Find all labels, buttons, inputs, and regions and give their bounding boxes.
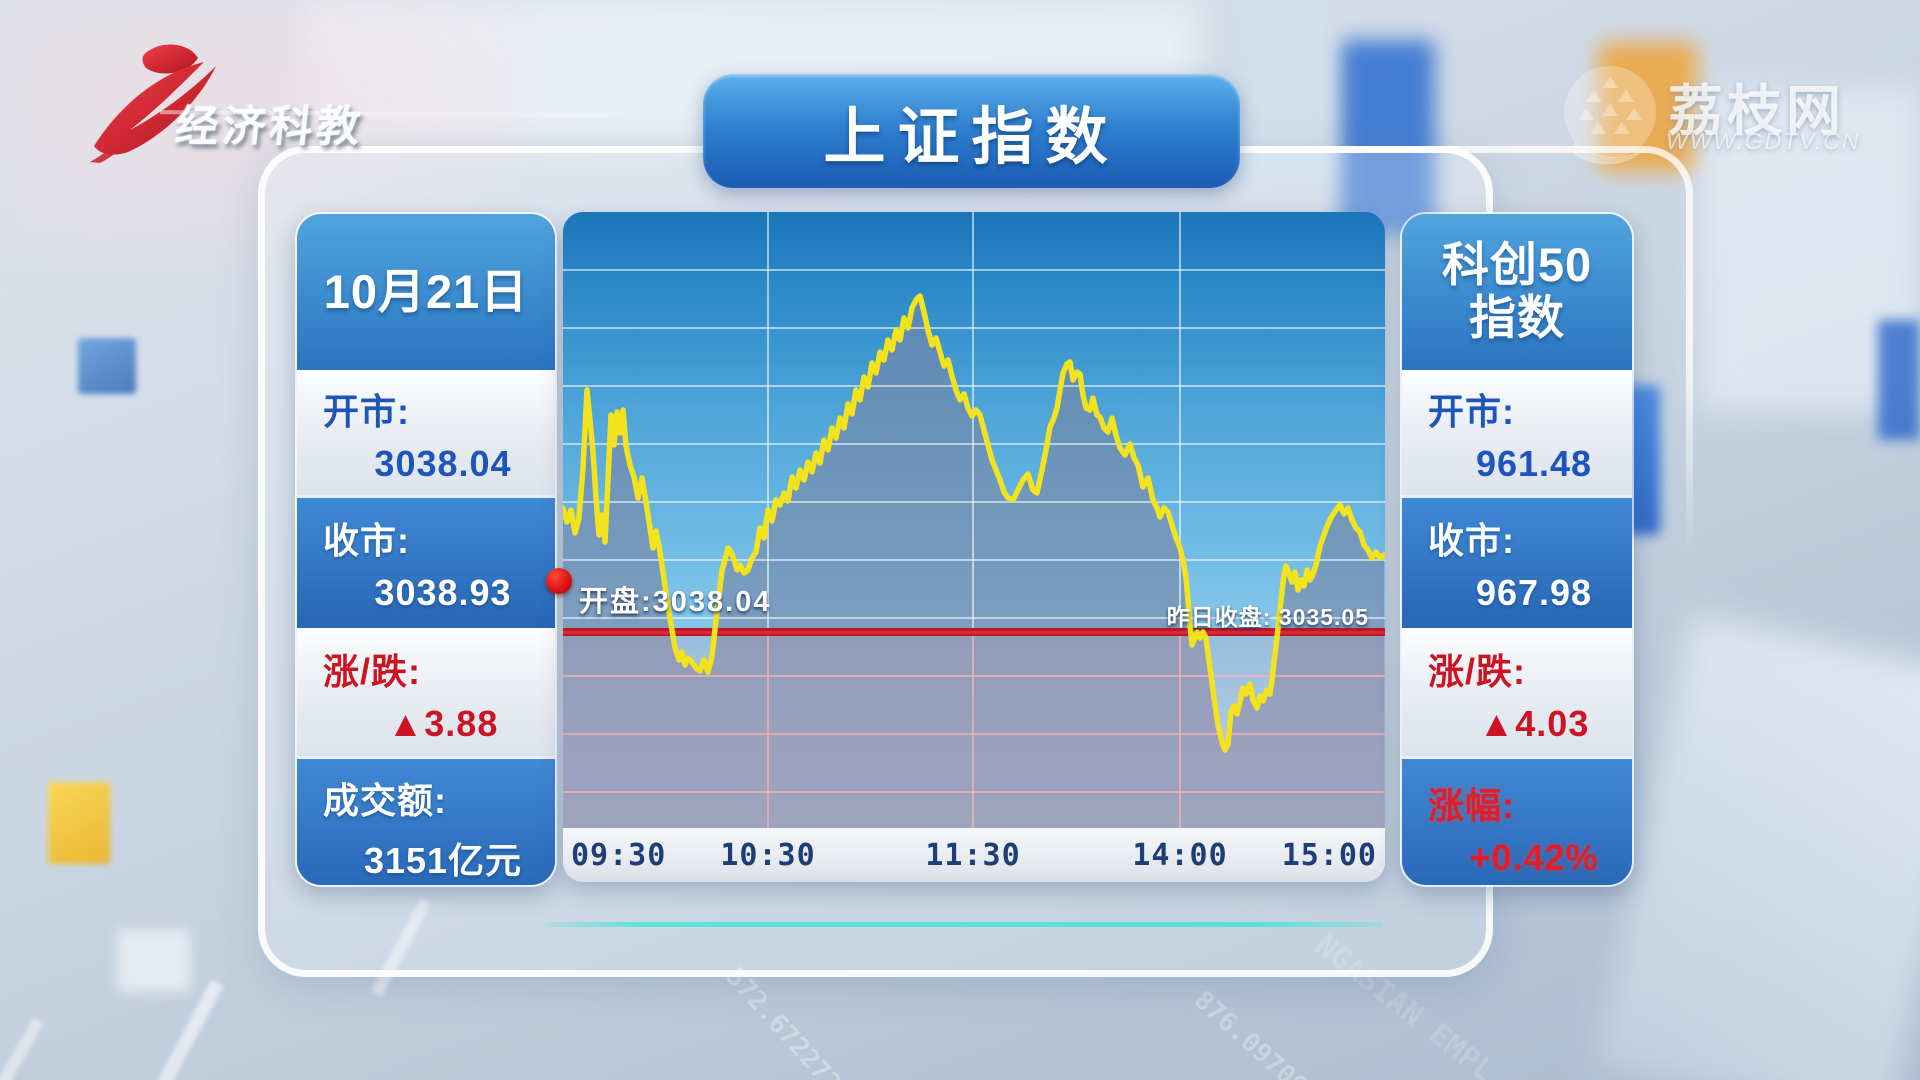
open-value: 3038.04 [374, 443, 512, 484]
background-cube-blue-edge [1878, 320, 1920, 440]
close-label: 收市: [323, 520, 410, 561]
star50-close-value: 967.98 [1475, 572, 1593, 613]
star50-open-row: 开市: 961.48 [1402, 370, 1632, 495]
tick-0930: 09:30 [571, 838, 667, 873]
background-faint-number-2: 876.09706755581 [1187, 985, 1383, 1080]
star50-close-label: 收市: [1428, 520, 1515, 561]
change-label: 涨/跌: [323, 650, 421, 692]
background-plane-bottom-right [1595, 613, 1920, 1080]
date-label: 10月21日 [323, 264, 529, 318]
turnover-row: 成交额: 3151亿元 [297, 756, 555, 885]
intraday-chart: 开盘:3038.04 昨日收盘: 3035.05 09:30 10:30 11:… [563, 212, 1385, 882]
tick-1500: 15:00 [1281, 838, 1377, 873]
chart-title-pill: 上证指数 [703, 74, 1240, 188]
tick-1400: 14:00 [1132, 838, 1228, 873]
background-streak-1 [150, 979, 224, 1080]
star50-open-label: 开市: [1428, 391, 1515, 432]
watermark-site-name: 荔枝网 [1668, 80, 1846, 142]
star50-change-label: 涨/跌: [1428, 650, 1526, 692]
prev-close-line-highlight [563, 631, 1385, 634]
turnover-label: 成交额: [323, 780, 447, 821]
open-price-dot [546, 568, 572, 594]
date-header: 10月21日 [297, 214, 555, 370]
time-axis: 09:30 10:30 11:30 14:00 15:00 [563, 828, 1385, 882]
page-title: 上证指数 [823, 103, 1120, 172]
star50-pct-label: 涨幅: [1428, 785, 1515, 826]
price-line [563, 293, 1385, 753]
open-label: 开市: [323, 391, 410, 432]
background-cube-blue-left [78, 338, 136, 394]
site-watermark: 荔枝网 WWW.GDTV.CN [1560, 58, 1890, 168]
change-value: ▲3.88 [387, 702, 499, 744]
background-streak-3 [0, 1018, 44, 1080]
cyan-accent-line [545, 922, 1383, 927]
chart-plot-area: 开盘:3038.04 昨日收盘: 3035.05 [563, 212, 1385, 828]
tick-1030: 10:30 [720, 838, 816, 873]
background-cube-white-left [118, 930, 190, 992]
star50-open-value: 961.48 [1475, 443, 1593, 484]
star50-header: 科创50 指数 [1402, 214, 1632, 370]
star50-pct-row: 涨幅: +0.42% [1402, 756, 1632, 885]
star50-close-row: 收市: 967.98 [1402, 495, 1632, 628]
channel-logo: 经济科教 [88, 30, 728, 210]
star50-title-line2: 指数 [1469, 291, 1565, 344]
channel-logo-swoosh-icon [90, 44, 216, 163]
channel-name: 经济科教 [173, 103, 367, 151]
star50-change-row: 涨/跌: ▲4.03 [1402, 628, 1632, 756]
star50-title-line1: 科创50 [1441, 238, 1593, 292]
change-row: 涨/跌: ▲3.88 [297, 628, 555, 756]
background-cube-yellow-left [48, 782, 110, 864]
close-row: 收市: 3038.93 [297, 495, 555, 628]
turnover-value: 3151亿元 [363, 840, 523, 881]
background-faint-number-1: 572.67227272195 [719, 962, 900, 1080]
star50-pct-value: +0.42% [1469, 837, 1599, 878]
price-chart-svg [563, 212, 1385, 828]
open-row: 开市: 3038.04 [297, 370, 555, 495]
star50-change-value: ▲4.03 [1478, 702, 1590, 744]
open-price-annotation: 开盘:3038.04 [579, 586, 772, 618]
prev-close-annotation: 昨日收盘: 3035.05 [1166, 604, 1369, 630]
tick-1130: 11:30 [925, 838, 1021, 873]
glass-frame-top-extension [1240, 146, 1693, 573]
background-cube-blue-pillar [1340, 40, 1435, 235]
close-value: 3038.93 [374, 572, 512, 613]
shanghai-index-panel: 10月21日 开市: 3038.04 收市: 3038.93 涨/跌: ▲3.8… [295, 212, 557, 887]
lychee-globe-icon [1564, 66, 1656, 165]
watermark-site-url: WWW.GDTV.CN [1666, 128, 1861, 154]
star50-index-panel: 科创50 指数 开市: 961.48 收市: 967.98 涨/跌: ▲4.03… [1400, 212, 1634, 887]
